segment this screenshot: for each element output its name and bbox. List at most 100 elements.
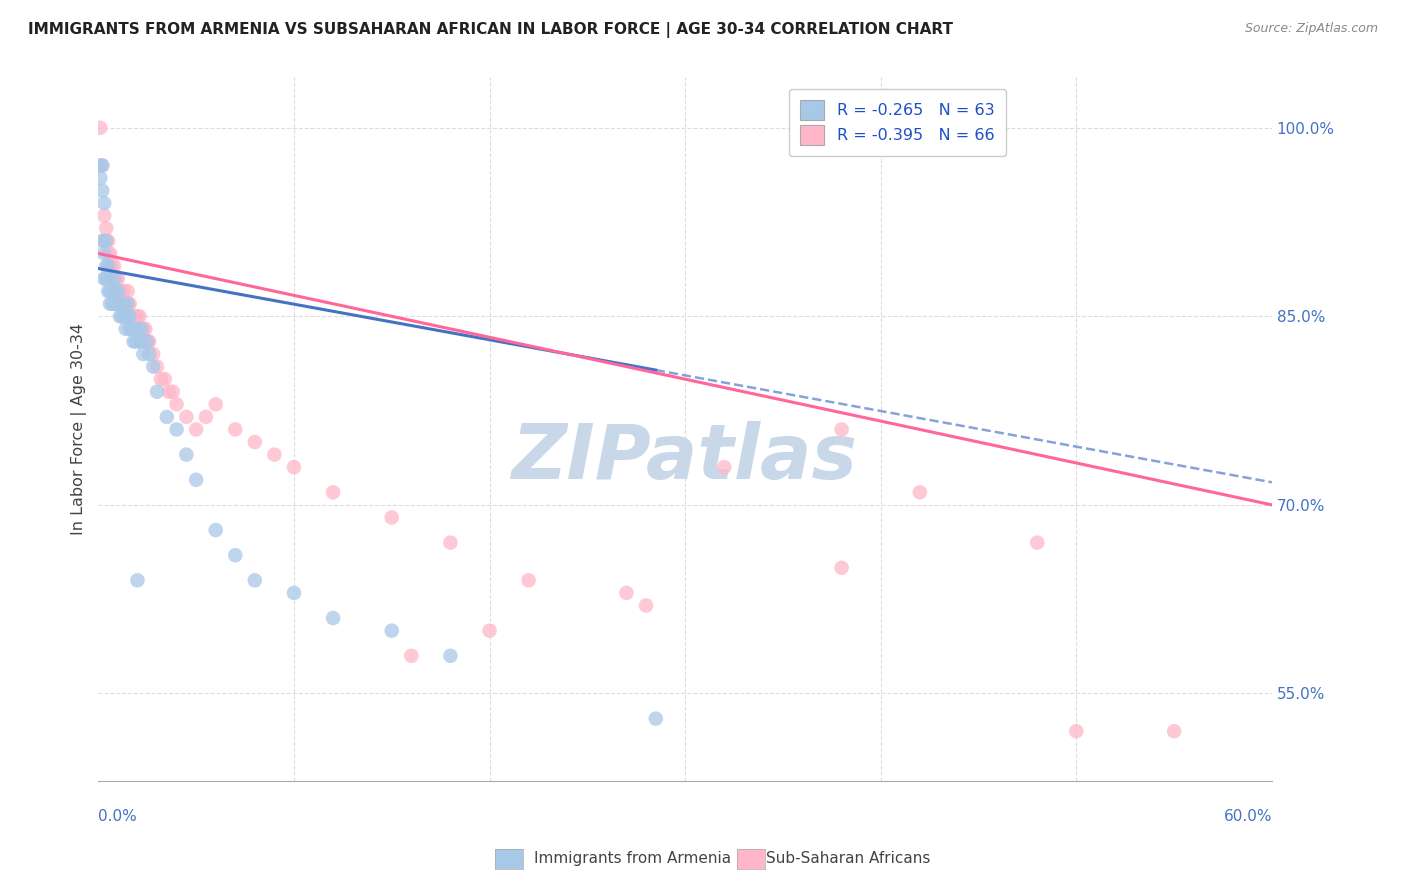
Point [131,334,153,349]
Point [107,284,129,298]
Point [97,234,120,248]
Point [93,196,115,211]
Point [176,409,198,424]
Text: 0.0%: 0.0% [98,809,138,824]
Point [136,334,159,349]
Point [908,485,931,500]
Point [127,574,149,588]
Point [322,485,344,500]
Point [98,246,121,260]
Point [166,422,188,436]
Point [121,322,143,336]
Point [156,409,179,424]
Point [146,384,169,399]
Text: Immigrants from Armenia: Immigrants from Armenia [534,851,731,865]
Point [439,648,461,663]
Point [118,322,141,336]
Point [713,460,735,475]
Point [114,322,136,336]
Point [122,334,145,349]
Point [644,712,666,726]
Point [131,322,153,336]
Text: IMMIGRANTS FROM ARMENIA VS SUBSAHARAN AFRICAN IN LABOR FORCE | AGE 30-34 CORRELA: IMMIGRANTS FROM ARMENIA VS SUBSAHARAN AF… [28,22,953,38]
Point [142,359,165,374]
Point [381,624,404,638]
Point [1026,535,1049,549]
Point [128,310,150,324]
Point [91,234,114,248]
Point [103,284,125,298]
Y-axis label: In Labor Force | Age 30-34: In Labor Force | Age 30-34 [72,324,87,535]
Point [224,548,246,562]
Point [117,284,139,298]
Point [283,586,305,600]
Point [117,310,139,324]
Text: Source: ZipAtlas.com: Source: ZipAtlas.com [1244,22,1378,36]
Point [93,234,115,248]
Point [381,510,404,524]
Point [101,297,124,311]
Point [118,310,141,324]
Point [96,271,118,285]
Text: ZIPatlas: ZIPatlas [512,421,858,495]
Point [146,359,169,374]
Point [97,284,120,298]
Point [107,271,129,285]
Text: 60.0%: 60.0% [1223,809,1272,824]
Point [166,397,188,411]
Point [101,284,124,298]
Point [124,310,146,324]
Point [634,599,657,613]
Point [98,297,121,311]
Point [91,158,114,172]
Point [101,259,124,273]
Point [107,284,129,298]
Point [104,271,127,285]
Point [104,297,127,311]
Point [96,234,118,248]
Point [263,448,285,462]
Point [127,310,149,324]
Point [204,397,226,411]
Point [401,648,423,663]
Point [111,310,134,324]
Point [224,422,246,436]
Point [1163,724,1185,739]
Point [322,611,344,625]
Point [157,384,180,399]
Point [89,171,111,186]
Point [96,221,118,235]
Point [114,310,136,324]
Point [93,209,115,223]
Point [108,297,131,311]
Point [186,422,208,436]
Point [98,259,121,273]
Point [132,347,155,361]
Point [97,259,120,273]
Point [97,271,120,285]
Point [478,624,501,638]
Point [149,372,172,386]
Point [176,448,198,462]
Point [104,284,127,298]
Point [93,246,115,260]
Point [89,120,111,135]
Point [204,523,226,537]
Point [243,435,266,450]
Point [121,310,143,324]
Point [134,322,156,336]
Point [103,271,125,285]
Point [98,284,121,298]
Point [103,271,125,285]
Point [138,347,160,361]
Point [111,297,134,311]
Point [138,334,160,349]
Point [96,259,118,273]
Point [101,271,124,285]
Point [186,473,208,487]
Point [132,322,155,336]
Point [93,271,115,285]
Point [117,297,139,311]
Point [97,246,120,260]
Point [162,384,184,399]
